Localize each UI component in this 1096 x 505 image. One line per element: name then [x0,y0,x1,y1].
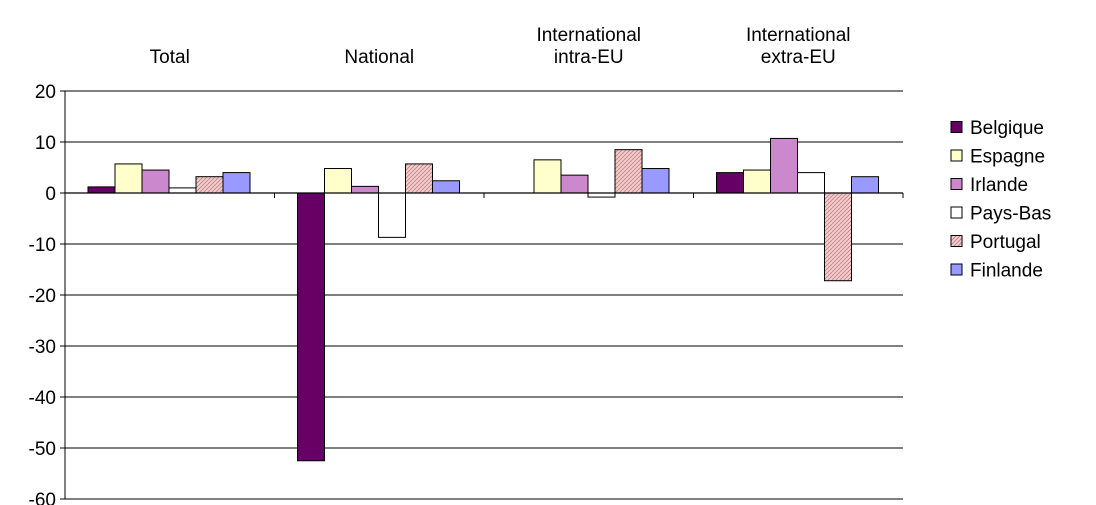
category-label: International [536,25,641,46]
bar-belgique-3 [716,172,744,194]
legend-label-portugal: Portugal [970,232,1041,253]
legend-swatch-portugal [950,235,963,247]
bar-pays-bas-3 [797,172,825,194]
y-tick-label: -60 [29,490,56,505]
category-labels: Total NationalInternationalintra-EUIntern… [150,25,851,68]
legend-label-irlande: Irlande [970,175,1028,196]
y-tick-label: 10 [35,133,56,154]
y-tick-label: -10 [29,235,56,256]
bar-finlande-1 [432,180,460,194]
y-tick-label: -50 [29,439,56,460]
bar-espagne-3 [743,169,771,194]
bar-portugal-1 [405,163,433,194]
y-tick-label: 20 [35,82,56,103]
bar-irlande-0 [141,169,170,194]
y-tick-labels: 20 10 0 -10 -20 -30 -40 -50 -60 [29,82,56,505]
legend-label-espagne: Espagne [970,147,1045,168]
bar-finlande-3 [851,176,879,194]
bar-finlande-2 [641,168,670,194]
legend-swatch-finlande [950,263,963,276]
bar-pays-bas-0 [168,187,197,194]
bar-irlande-3 [770,137,798,194]
bar-espagne-2 [533,159,562,194]
legend-label-belgique: Belgique [970,118,1044,139]
legend-swatch-belgique [950,121,963,133]
legend-swatch-pays-bas [950,206,963,219]
category-label: International [746,25,851,46]
legend-swatch-espagne [950,149,963,162]
bar-irlande-1 [351,185,379,194]
legend-label-pays-bas: Pays-Bas [970,204,1051,225]
bar-portugal-3 [824,192,852,282]
bar-portugal-0 [195,176,224,194]
y-tick-label: -40 [29,388,56,409]
bar-pays-bas-2 [587,192,616,198]
category-label: National [344,47,414,68]
y-tick-label: -20 [29,286,56,307]
legend: Belgique Espagne Irlande Pays-Bas Portugal Fi… [950,118,1051,282]
axes [60,90,904,500]
legend-swatch-irlande [950,178,963,190]
bar-espagne-1 [324,168,352,194]
bar-pays-bas-1 [378,192,406,238]
bars [87,137,879,462]
y-tick-label: 0 [45,184,56,205]
y-tick-label: -30 [29,337,56,358]
bar-irlande-2 [560,174,589,194]
category-label: extra-EU [761,47,836,68]
category-label: intra-EU [554,47,624,68]
legend-label-finlande: Finlande [970,261,1043,282]
bar-portugal-2 [614,149,643,194]
bar-belgique-0 [87,186,116,194]
bar-finlande-0 [222,172,251,194]
category-label: Total [150,47,190,68]
bar-espagne-0 [114,163,143,194]
bar-belgique-1 [297,192,325,462]
